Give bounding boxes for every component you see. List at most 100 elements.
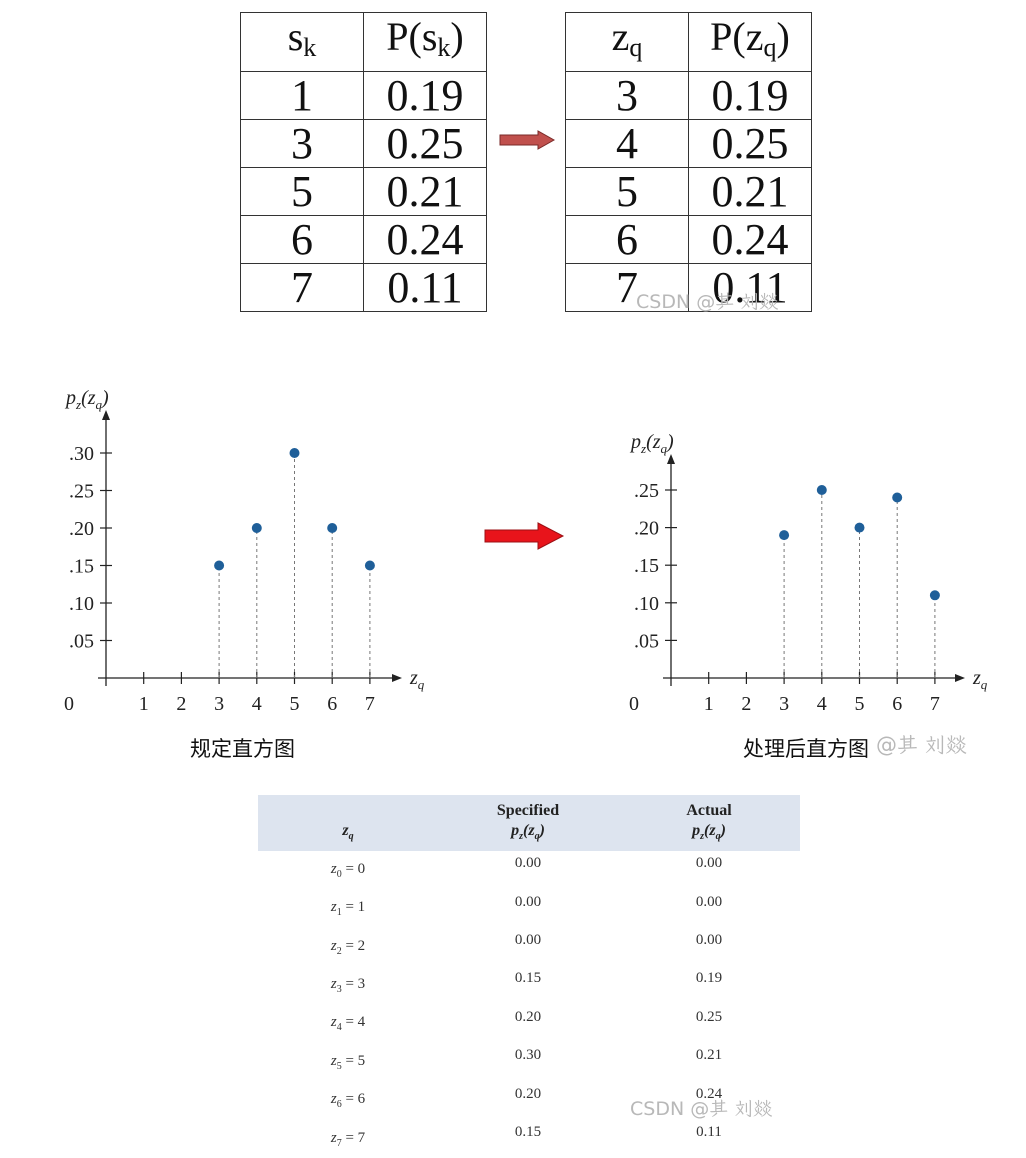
y-axis-label: pz(zq)	[64, 387, 109, 412]
zq-cell: z4 = 4	[330, 1014, 366, 1034]
actual-cell: 0.11	[696, 1123, 722, 1140]
y-tick-label: .25	[634, 480, 659, 502]
comparison-table: zq Specified pz(zq) Actual pz(zq) z0 = 0…	[258, 795, 800, 1158]
x-tick-label: 0	[629, 693, 639, 715]
comparison-row: z6 = 6 0.20 0.24	[258, 1082, 800, 1120]
data-point	[214, 560, 225, 571]
header-zq: zq	[565, 12, 689, 72]
right-row: 6 0.24	[565, 215, 812, 264]
col-header-specified: Specified pz(zq)	[496, 802, 560, 843]
specified-cell: 0.30	[514, 1047, 542, 1064]
right-prob-cell: 0.11	[688, 263, 812, 312]
x-tick-label: 3	[779, 693, 789, 715]
left-row: 6 0.24	[240, 215, 487, 264]
right-row: 5 0.21	[565, 167, 812, 216]
col-header-actual: Actual pz(zq)	[686, 802, 732, 843]
comparison-row: z5 = 5 0.30 0.21	[258, 1043, 800, 1081]
data-point	[892, 492, 903, 503]
watermark-middle: @𠀫 刘燚	[876, 733, 967, 757]
mapped-histogram-table: zq P(zq) 3 0.19 4 0.25 5 0.21 6 0.24 7 0.11	[565, 12, 812, 312]
watermark-bottom: CSDN @𠀫 刘燚	[630, 1098, 773, 1120]
right-level-cell: 3	[565, 71, 689, 120]
actual-cell: 0.00	[695, 893, 723, 910]
right-row: 7 0.11	[565, 263, 812, 312]
transform-arrow-icon	[484, 522, 565, 550]
left-level-cell: 6	[240, 215, 364, 264]
source-histogram-table: sk P(sk) 1 0.19 3 0.25 5 0.21 6 0.24 7 0.11	[240, 12, 487, 312]
x-tick-label: 0	[64, 693, 74, 715]
right-prob-cell: 0.24	[688, 215, 812, 264]
y-tick-label: .10	[69, 593, 94, 615]
data-point	[327, 523, 338, 533]
data-point	[929, 590, 940, 601]
actual-cell: 0.25	[695, 1008, 723, 1025]
x-axis-label: zq	[972, 667, 988, 692]
comparison-row: z1 = 1 0.00 0.00	[258, 890, 800, 928]
left-level-cell: 1	[240, 71, 364, 120]
x-tick-label: 5	[290, 693, 300, 715]
y-axis-label: pz(zq)	[629, 431, 674, 456]
right-prob-cell: 0.25	[688, 119, 812, 168]
col-header-zq: zq	[342, 822, 354, 843]
zq-cell: z6 = 6	[330, 1091, 366, 1111]
data-point	[854, 522, 865, 533]
comparison-row: z4 = 4 0.20 0.25	[258, 1005, 800, 1043]
right-level-cell: 4	[565, 119, 689, 168]
right-row: 4 0.25	[565, 119, 812, 168]
mapping-arrow-icon	[499, 130, 556, 150]
caption-specified: 规定直方图	[190, 737, 295, 761]
data-point	[289, 448, 300, 458]
right-level-cell: 5	[565, 167, 689, 216]
left-prob-cell: 0.25	[363, 119, 487, 168]
specified-cell: 0.00	[514, 893, 542, 910]
x-tick-label: 6	[327, 693, 337, 715]
specified-cell: 0.15	[514, 1123, 542, 1140]
comparison-row: z7 = 7 0.15 0.11	[258, 1120, 800, 1158]
y-tick-label: .15	[69, 556, 94, 578]
y-tick-label: .20	[634, 518, 659, 540]
x-tick-label: 7	[365, 693, 375, 715]
x-tick-label: 7	[930, 693, 940, 715]
data-point	[816, 485, 827, 495]
x-tick-label: 5	[855, 693, 865, 715]
right-level-cell: 7	[565, 263, 689, 312]
left-row: 5 0.21	[240, 167, 487, 216]
specified-cell: 0.00	[514, 931, 542, 948]
right-prob-cell: 0.19	[688, 71, 812, 120]
zq-cell: z2 = 2	[330, 937, 366, 957]
right-prob-cell: 0.21	[688, 167, 812, 216]
x-tick-label: 4	[252, 693, 262, 715]
x-axis-label: zq	[409, 667, 425, 692]
processed-histogram-chart: pz(zq) zq 0 1 2 3 4 5 6 7 .05 .10 .15 .20 .25	[629, 431, 988, 715]
comparison-row: z3 = 3 0.15 0.19	[258, 966, 800, 1004]
specified-cell: 0.20	[514, 1085, 542, 1102]
x-tick-label: 4	[817, 693, 827, 715]
actual-cell: 0.19	[695, 970, 723, 987]
actual-cell: 0.24	[695, 1085, 723, 1102]
y-tick-label: .15	[634, 555, 659, 577]
left-row: 7 0.11	[240, 263, 487, 312]
y-axis-arrowhead	[102, 410, 110, 420]
y-tick-label: .25	[69, 481, 94, 503]
y-axis-arrowhead	[667, 454, 675, 464]
comparison-row: z2 = 2 0.00 0.00	[258, 928, 800, 966]
x-axis-arrowhead	[955, 674, 965, 682]
left-row: 1 0.19	[240, 71, 487, 120]
x-tick-label: 6	[892, 693, 902, 715]
specified-cell: 0.15	[514, 970, 542, 987]
left-row: 3 0.25	[240, 119, 487, 168]
actual-cell: 0.21	[695, 1047, 723, 1064]
caption-processed: 处理后直方图	[743, 737, 869, 761]
left-prob-cell: 0.19	[363, 71, 487, 120]
left-level-cell: 3	[240, 119, 364, 168]
zq-cell: z5 = 5	[330, 1052, 366, 1072]
y-tick-label: .10	[634, 593, 659, 615]
zq-cell: z3 = 3	[330, 976, 366, 996]
zq-cell: z7 = 7	[330, 1129, 366, 1149]
x-tick-label: 1	[704, 693, 714, 715]
x-tick-label: 1	[139, 693, 149, 715]
left-level-cell: 5	[240, 167, 364, 216]
data-point	[364, 560, 375, 571]
x-tick-label: 2	[741, 693, 751, 715]
zq-cell: z1 = 1	[330, 899, 366, 919]
